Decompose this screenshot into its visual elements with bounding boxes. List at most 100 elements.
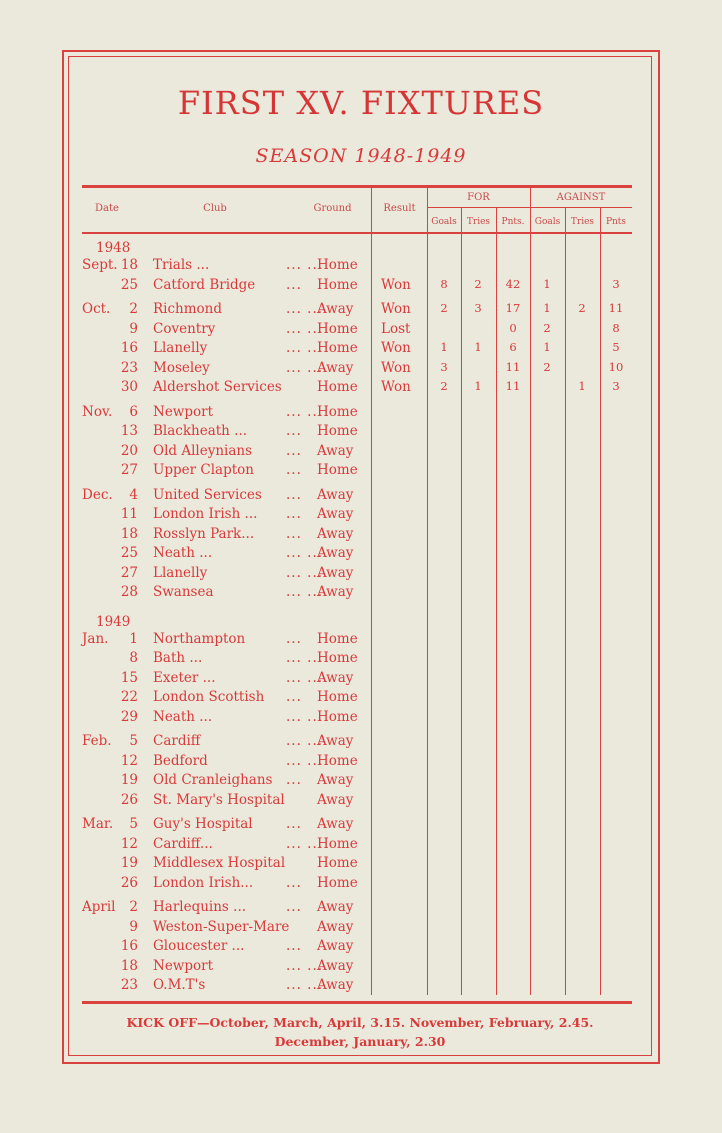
fixture-row: 26 London Irish...... Home — [0, 875, 722, 895]
fixture-ground: Away — [317, 669, 354, 686]
leader-dots: ... ... — [286, 564, 324, 581]
fixture-row: 19 Middlesex Hospital Home — [0, 855, 722, 875]
fixture-result: Won — [381, 379, 411, 395]
fixture-club: United Services — [153, 486, 262, 503]
fixture-club: Guy's Hospital — [153, 816, 253, 832]
leader-dots: ... — [286, 525, 302, 542]
score-ap: 8 — [612, 320, 620, 335]
fixture-club: Weston-Super-Mare — [153, 918, 290, 935]
fixture-ground: Home — [317, 257, 358, 273]
year-label: 1948 — [0, 238, 722, 257]
fixture-month: Oct. — [82, 301, 111, 317]
fixture-day: 23 — [120, 977, 138, 993]
score-ft: 1 — [474, 379, 482, 393]
fixture-row: Oct. 2 Richmond ... ... Away Won 2 3 17 1 2 11 — [0, 301, 722, 321]
fixture-day: 8 — [129, 650, 138, 666]
leader-dots: ... ... — [286, 669, 324, 686]
leader-dots: ... — [286, 630, 302, 647]
fixture-ground: Home — [317, 403, 358, 420]
col-line — [427, 187, 428, 995]
score-fg: 1 — [440, 340, 448, 354]
inner-border — [68, 56, 652, 1056]
leader-dots: ... — [286, 874, 302, 891]
score-fp: 6 — [509, 340, 517, 354]
fixture-club: Neath ... — [153, 708, 213, 725]
leader-dots: ... — [286, 462, 302, 478]
fixture-day: 23 — [120, 359, 138, 376]
fixture-club: Catford Bridge — [153, 276, 256, 293]
fixture-day: 2 — [129, 899, 138, 915]
leader-dots: ... — [286, 486, 302, 503]
season-subtitle: SEASON 1948-1949 — [255, 145, 467, 167]
fixture-club: Gloucester ... — [153, 938, 245, 954]
fixture-row: 28 Swansea ... ... Away — [0, 584, 722, 604]
fixture-club: Bedford — [153, 752, 208, 769]
leader-dots: ... ... — [286, 957, 324, 974]
fixture-ground: Home — [317, 340, 358, 356]
fixture-row: 27 Llanelly ... ... Away — [0, 565, 722, 585]
fixture-day: 20 — [120, 442, 138, 459]
score-ap: 5 — [612, 340, 620, 354]
leader-dots: ... ... — [286, 708, 324, 725]
header-result: Result — [383, 203, 416, 214]
leader-dots: ... ... — [286, 650, 324, 666]
fixture-row: Dec. 4 United Services... Away — [0, 487, 722, 507]
footer-rule — [82, 1001, 632, 1004]
fixture-row: 26 St. Mary's Hospital Away — [0, 792, 722, 812]
fixture-ground: Home — [317, 320, 358, 337]
fixture-day: 27 — [120, 564, 138, 581]
fixture-ground: Home — [317, 689, 358, 705]
fixture-club: Rosslyn Park... — [153, 525, 255, 542]
fixture-ground: Away — [317, 486, 354, 503]
header-against-pnts: Pnts — [605, 217, 627, 227]
header-for-pnts: Pnts. — [501, 217, 525, 227]
fixture-club: Newport — [153, 403, 214, 420]
score-fp: 11 — [505, 379, 521, 393]
fixture-ground: Home — [317, 423, 358, 439]
fixture-day: 2 — [129, 301, 138, 317]
fixture-club: Cardiff — [153, 733, 201, 749]
fixture-ground: Away — [317, 584, 354, 600]
fixture-day: 19 — [120, 772, 138, 788]
fixture-ground: Home — [317, 874, 358, 891]
leader-dots: ... ... — [286, 835, 324, 852]
fixture-ground: Away — [317, 564, 354, 581]
leader-dots: ... — [286, 423, 302, 439]
leader-dots: ... ... — [286, 545, 324, 561]
fixture-ground: Home — [317, 379, 358, 395]
fixture-day: 30 — [120, 379, 138, 395]
fixture-day: 22 — [120, 689, 138, 705]
table-top-rule — [82, 185, 632, 188]
header-against-tries: Tries — [570, 217, 595, 227]
fixture-club: St. Mary's Hospital — [153, 791, 285, 808]
fixture-club: Blackheath ... — [153, 423, 248, 439]
score-fg: 2 — [440, 301, 448, 315]
against-rule — [530, 207, 632, 208]
fixture-row: 29 Neath ... ... ... Home — [0, 709, 722, 729]
fixture-row: 13 Blackheath ...... Home — [0, 423, 722, 443]
fixture-ground: Away — [317, 772, 354, 788]
fixture-club: Newport — [153, 957, 214, 974]
fixture-day: 5 — [129, 816, 138, 832]
header-against: AGAINST — [556, 192, 606, 203]
fixture-ground: Away — [317, 938, 354, 954]
fixture-month: Sept. — [82, 257, 118, 273]
fixture-club: London Irish ... — [153, 506, 258, 522]
fixture-result: Won — [381, 301, 411, 317]
fixture-ground: Home — [317, 650, 358, 666]
fixture-ground: Away — [317, 545, 354, 561]
fixture-row: 25 Catford Bridge... Home Won 8 2 42 1 3 — [0, 277, 722, 297]
score-ft: 2 — [474, 276, 482, 291]
fixture-row: 16 Llanelly... ... Home Won 1 1 6 1 5 — [0, 340, 722, 360]
fixture-club: Old Cranleighans — [153, 772, 273, 788]
header-for-goals: Goals — [431, 217, 457, 227]
fixture-day: 26 — [120, 791, 138, 808]
leader-dots: ... ... — [286, 584, 324, 600]
fixture-club: Coventry — [153, 320, 216, 337]
page-title: FIRST XV. FIXTURES — [177, 84, 545, 122]
fixture-row: 27 Upper Clapton... Home — [0, 462, 722, 482]
fixture-result: Lost — [381, 320, 411, 337]
fixture-day: 5 — [129, 733, 138, 749]
fixture-club: Llanelly — [153, 564, 208, 581]
fixture-day: 19 — [120, 855, 138, 871]
